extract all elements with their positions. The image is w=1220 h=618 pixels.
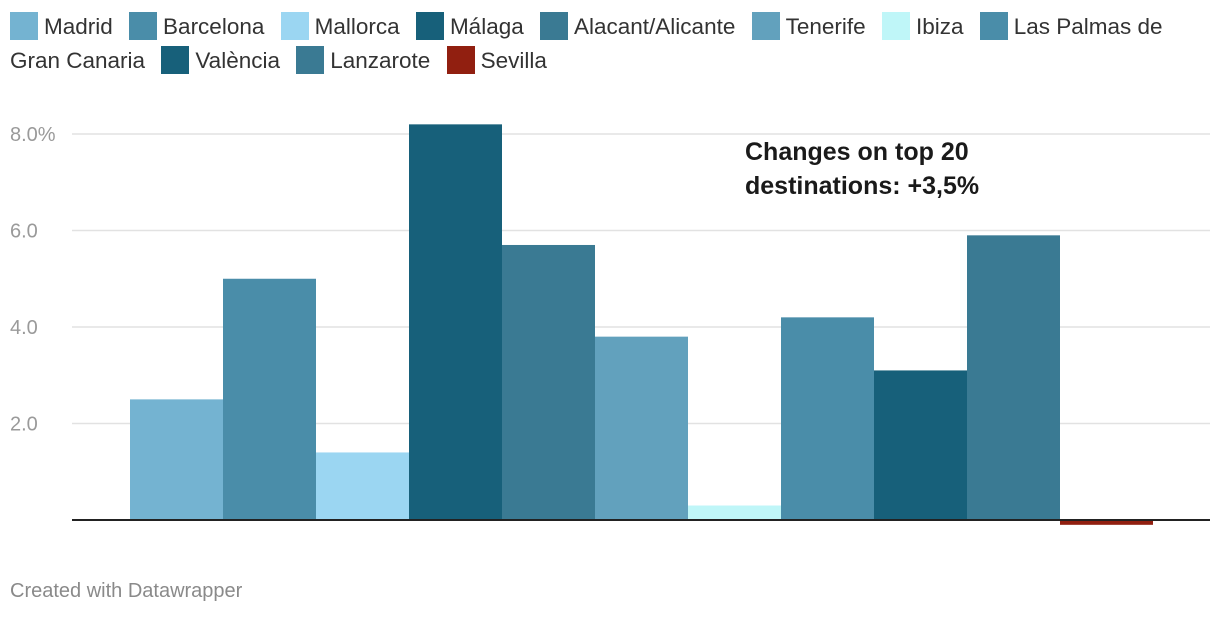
bar-sevilla xyxy=(1060,520,1153,525)
legend: Madrid Barcelona Mallorca Málaga Alacant… xyxy=(10,10,1210,78)
bars xyxy=(130,124,1153,525)
legend-label: Madrid xyxy=(44,14,113,39)
bar-val-ncia xyxy=(874,370,967,520)
footer-credit: Created with Datawrapper xyxy=(10,580,243,602)
legend-item: València xyxy=(161,46,280,74)
legend-label: Mallorca xyxy=(314,14,400,39)
bar-m-laga xyxy=(409,124,502,520)
legend-item: Lanzarote xyxy=(296,46,431,74)
legend-label: Tenerife xyxy=(785,14,866,39)
legend-swatch xyxy=(10,12,38,40)
legend-swatch xyxy=(446,46,475,74)
legend-swatch xyxy=(540,12,568,40)
bar-madrid xyxy=(130,399,223,520)
bar-mallorca xyxy=(316,452,409,520)
bar-tenerife xyxy=(595,336,688,520)
legend-label: Sevilla xyxy=(480,48,547,73)
legend-item: Madrid xyxy=(10,12,113,40)
legend-label: Alacant/Alicante xyxy=(574,14,736,39)
legend-item: Málaga xyxy=(415,12,524,40)
y-tick-label: 2.0 xyxy=(10,414,38,436)
legend-label: Lanzarote xyxy=(330,48,431,73)
legend-item: Las Palmas de Gran Canaria xyxy=(10,12,1163,73)
legend-swatch xyxy=(280,12,309,40)
legend-swatch xyxy=(751,12,780,40)
legend-label: Málaga xyxy=(449,14,524,39)
legend-item: Barcelona xyxy=(129,12,265,40)
y-tick-label: 6.0 xyxy=(10,221,38,243)
y-axis-ticks: 2.0 4.0 6.0 8.0% xyxy=(10,124,56,436)
legend-label: Barcelona xyxy=(163,14,265,39)
legend-swatch xyxy=(161,46,190,74)
legend-swatch xyxy=(415,12,444,40)
legend-item: Ibiza xyxy=(881,12,964,40)
legend-item: Alacant/Alicante xyxy=(540,12,736,40)
legend-item: Tenerife xyxy=(751,12,866,40)
legend-swatch xyxy=(129,12,158,40)
bar-alacant-alicante xyxy=(502,244,595,520)
y-tick-label: 8.0% xyxy=(10,124,56,146)
y-tick-label: 4.0 xyxy=(10,317,38,339)
annotation-line-2: destinations: +3,5% xyxy=(745,172,979,200)
legend-label: València xyxy=(195,48,280,73)
legend-item: Sevilla xyxy=(446,46,547,74)
legend-label: Las Palmas de Gran Canaria xyxy=(10,14,1163,73)
legend-swatch xyxy=(881,12,910,40)
bar-las-palmas-de-gran-canaria xyxy=(781,317,874,520)
legend-label: Ibiza xyxy=(915,14,964,39)
bar-barcelona xyxy=(223,278,316,520)
legend-swatch xyxy=(296,46,325,74)
legend-item: Mallorca xyxy=(280,12,400,40)
bar-ibiza xyxy=(688,505,781,520)
legend-swatch xyxy=(979,12,1008,40)
bar-lanzarote xyxy=(967,235,1060,520)
annotation-line-1: Changes on top 20 xyxy=(745,138,969,166)
